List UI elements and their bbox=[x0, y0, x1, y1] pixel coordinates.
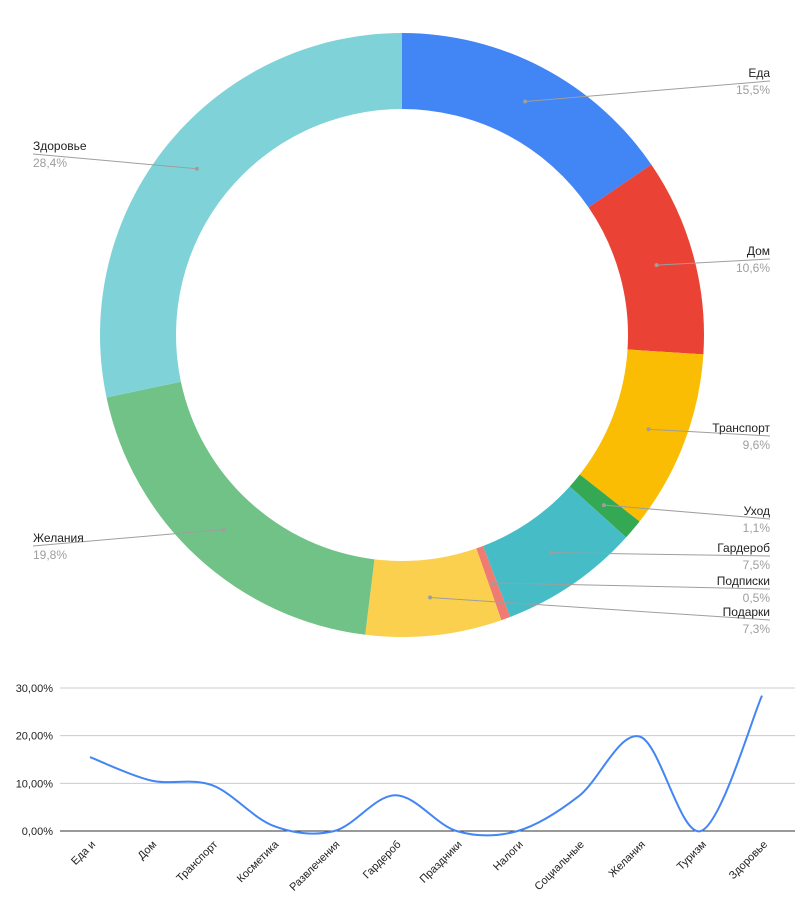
line-chart: 0,00% 10,00% 20,00% 30,00% Еда и Дом Транспор… bbox=[16, 683, 795, 894]
slice-label: Желания bbox=[33, 531, 84, 545]
slice-percent: 15,5% bbox=[736, 83, 770, 97]
slice-label: Здоровье bbox=[33, 139, 87, 153]
series-line bbox=[89, 695, 763, 837]
x-tick-label: Налоги bbox=[491, 839, 526, 874]
x-tick-label: Социальные bbox=[532, 839, 586, 893]
leader-line bbox=[492, 582, 771, 590]
slice-label: Уход bbox=[744, 504, 770, 518]
line-series bbox=[89, 695, 763, 837]
y-tick-label: 20,00% bbox=[16, 731, 54, 743]
donut-slice-item-1[interactable] bbox=[588, 164, 704, 355]
slice-label: Подписки bbox=[717, 574, 770, 588]
y-tick-label: 10,00% bbox=[16, 778, 54, 790]
slice-label: Еда bbox=[748, 66, 770, 80]
donut-slice-item-0[interactable] bbox=[402, 33, 652, 208]
slice-label: Дом bbox=[747, 244, 770, 258]
donut-slice-item-7[interactable] bbox=[106, 381, 375, 635]
donut-slice-item-8[interactable] bbox=[99, 33, 403, 398]
slice-percent: 7,5% bbox=[743, 558, 771, 572]
slice-label: Гардероб bbox=[717, 541, 770, 555]
x-tick-label: Развлечения bbox=[287, 839, 342, 894]
x-tick-label: Дом bbox=[136, 839, 160, 863]
slice-percent: 28,4% bbox=[33, 156, 67, 170]
x-tick-label: Еда и bbox=[69, 839, 98, 868]
y-tick-label: 0,00% bbox=[22, 826, 53, 838]
slice-label: Транспорт bbox=[712, 421, 770, 435]
donut-slice-item-6[interactable] bbox=[365, 548, 502, 637]
slice-percent: 0,5% bbox=[743, 591, 771, 605]
leader-line bbox=[603, 504, 771, 520]
donut-slice-item-2[interactable] bbox=[579, 349, 704, 522]
x-tick-label: Здоровье bbox=[727, 839, 770, 882]
donut-slice-item-4[interactable] bbox=[482, 486, 627, 617]
leader-line bbox=[32, 529, 224, 547]
x-tick-label: Праздники bbox=[418, 839, 465, 886]
slice-percent: 7,3% bbox=[743, 622, 771, 636]
donut-chart: Еда 15,5% Дом 10,6% Транспорт 9,6% Уход 1,1% Гар… bbox=[32, 33, 771, 637]
leader-line bbox=[525, 80, 771, 103]
slice-percent: 9,6% bbox=[743, 438, 771, 452]
leader-line bbox=[32, 153, 197, 170]
line-y-ticks: 0,00% 10,00% 20,00% 30,00% bbox=[16, 683, 54, 838]
leader-line bbox=[551, 552, 771, 557]
slice-percent: 1,1% bbox=[743, 521, 771, 535]
donut-slices bbox=[99, 33, 704, 637]
leader-dot bbox=[490, 580, 495, 585]
leader-line bbox=[656, 258, 771, 266]
y-tick-label: 30,00% bbox=[16, 683, 54, 695]
x-tick-label: Косметика bbox=[235, 838, 282, 885]
leader-line bbox=[648, 428, 771, 437]
slice-percent: 19,8% bbox=[33, 548, 67, 562]
slice-label: Подарки bbox=[723, 605, 770, 619]
x-tick-label: Желания bbox=[607, 839, 648, 880]
x-tick-label: Транспорт bbox=[174, 839, 220, 885]
donut-labels: Еда 15,5% Дом 10,6% Транспорт 9,6% Уход 1,1% Гар… bbox=[32, 66, 771, 636]
line-grid bbox=[60, 687, 795, 832]
leader-line bbox=[430, 597, 771, 621]
slice-percent: 10,6% bbox=[736, 261, 770, 275]
x-tick-label: Туризм bbox=[675, 839, 709, 873]
x-tick-label: Гардероб bbox=[361, 839, 404, 882]
line-x-ticks: Еда и Дом Транспорт Косметика Развлечения Гар… bbox=[69, 838, 770, 894]
